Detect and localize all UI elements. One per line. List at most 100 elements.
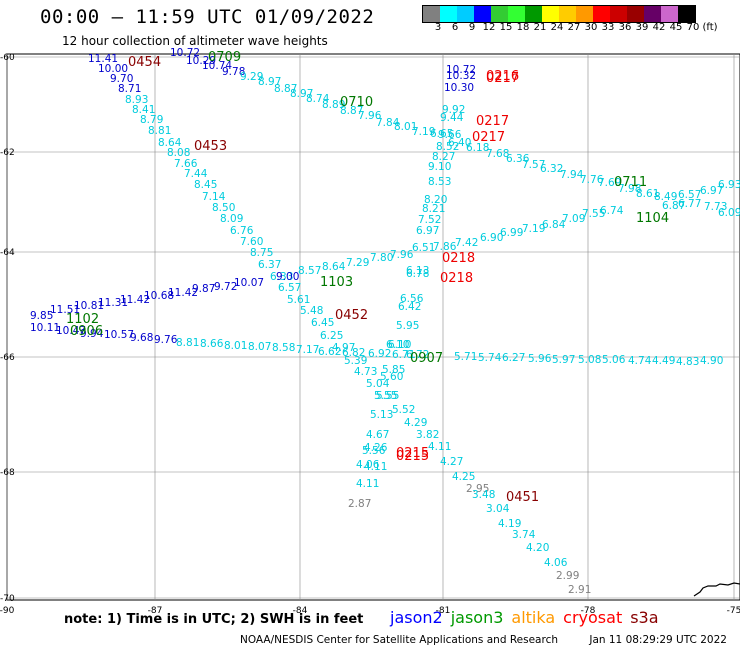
wave-height-value: 9.68: [130, 332, 153, 344]
latitude-tick-label: -64: [0, 248, 15, 258]
wave-height-value: 4.83: [676, 356, 699, 368]
longitude-tick-label: -90: [0, 606, 15, 616]
page-title: 00:00 — 11:59 UTC 01/09/2022: [40, 6, 375, 28]
wave-height-value: 4.29: [404, 417, 427, 429]
wave-height-value: 8.97: [258, 76, 281, 88]
wave-height-value: 11.31: [98, 297, 128, 309]
map-border: [6, 53, 740, 601]
wave-height-value: 11.42: [120, 294, 150, 306]
wave-height-value: 7.66: [174, 158, 198, 170]
wave-height-value: 8.64: [158, 137, 182, 149]
wave-height-value: 7.19: [412, 126, 435, 138]
wave-height-value: 6.51: [412, 242, 435, 254]
pass-time-label: 0709: [208, 50, 241, 65]
wave-height-value: 6.40: [448, 137, 471, 149]
wave-height-value: 8.21: [422, 203, 445, 215]
legend-label: 70: [686, 22, 700, 33]
satellite-jason2: jason2: [390, 608, 443, 627]
legend-label: 21: [533, 22, 547, 33]
page-subtitle: 12 hour collection of altimeter wave hei…: [62, 34, 328, 48]
wave-height-value: 8.57: [298, 265, 321, 277]
pass-time-label: 0218: [442, 251, 475, 266]
wave-height-value: 8.49: [654, 191, 677, 203]
latitude-tick-label: -60: [0, 53, 15, 63]
wave-height-value: 6.62: [318, 346, 341, 358]
wave-height-value: 8.74: [306, 93, 330, 105]
wave-height-value: 7.44: [184, 168, 208, 180]
wave-height-value: 2.91: [568, 584, 591, 596]
wave-height-value: 4.19: [498, 518, 521, 530]
legend-label: 36: [618, 22, 632, 33]
wave-height-value: 6.76: [230, 225, 254, 237]
wave-height-value: 9.94: [80, 328, 104, 340]
wave-height-value: 4.25: [452, 471, 475, 483]
wave-height-value: 7.69: [598, 177, 621, 189]
wave-height-value: 6.13: [406, 265, 429, 277]
wave-height-value: 7.98: [618, 183, 641, 195]
wave-height-value: 6.09: [718, 207, 740, 219]
wave-height-value: 2.95: [466, 483, 489, 495]
wave-height-value: 4.20: [526, 542, 549, 554]
wave-height-value: 10.57: [104, 329, 134, 341]
wave-height-value: 8.58: [272, 342, 295, 354]
legend-swatch: [508, 6, 525, 22]
wave-height-value: 7.96: [390, 249, 414, 261]
latitude-tick-label: -70: [0, 594, 15, 604]
wave-height-value: 6.57: [278, 282, 301, 294]
wave-height-value: 9.87: [192, 283, 215, 295]
wave-height-value: 5.06: [602, 354, 626, 366]
generated-timestamp: Jan 11 08:29:29 UTC 2022: [589, 634, 727, 646]
wave-height-value: 4.11: [364, 461, 387, 473]
wave-height-value: 6.42: [398, 301, 421, 313]
wave-height-value: 9.92: [442, 104, 465, 116]
wave-height-value: 7.42: [455, 237, 478, 249]
pass-time-label: 0907: [410, 351, 443, 366]
wave-height-value: 6.10: [388, 339, 411, 351]
longitude-tick-label: -78: [581, 606, 596, 616]
wave-height-value: 8.09: [220, 213, 243, 225]
pass-time-label: 0453: [194, 139, 227, 154]
legend-label: 3: [434, 22, 442, 33]
wave-height-value: 7.94: [560, 169, 584, 181]
legend-swatch: [610, 6, 627, 22]
wave-height-value: 8.20: [424, 194, 447, 206]
wave-height-value: 5.13: [370, 409, 393, 421]
legend-swatch: [491, 6, 508, 22]
wave-height-value: 5.96: [528, 353, 552, 365]
pass-time-label: 1102: [66, 312, 99, 327]
latitude-tick-label: -68: [0, 468, 15, 478]
wave-height-value: 10.32: [446, 70, 476, 82]
wave-height-value: 6.27: [502, 352, 525, 364]
pass-time-label: 0906: [70, 324, 103, 339]
wave-height-value: 9.10: [428, 161, 451, 173]
wave-height-value: 6.65: [430, 128, 453, 140]
legend-label: 15: [499, 22, 513, 33]
wave-height-value: 7.19: [522, 223, 545, 235]
wave-height-value: 5.60: [380, 371, 403, 383]
units-note: note: 1) Time is in UTC; 2) SWH is in fe…: [64, 612, 364, 627]
wave-height-value: 9.00: [276, 271, 299, 283]
legend-swatch: [474, 6, 491, 22]
wave-height-value: 3.48: [472, 489, 495, 501]
wave-height-value: 10.00: [98, 63, 128, 75]
wave-height-value: 7.73: [704, 201, 727, 213]
wave-height-value: 6.56: [400, 293, 424, 305]
satellite-legend: jason2 jason3 altika cryosat s3a: [390, 608, 667, 627]
legend-swatch: [593, 6, 610, 22]
wave-height-value: 8.75: [250, 247, 273, 259]
wave-height-value: 6.32: [540, 163, 563, 175]
pass-time-label: 1104: [636, 211, 669, 226]
wave-height-value: 5.85: [382, 364, 405, 376]
wave-height-value: 8.53: [428, 176, 451, 188]
wave-height-value: 8.71: [118, 83, 141, 95]
credit-line: NOAA/NESDIS Center for Satellite Applica…: [240, 634, 727, 646]
wave-height-value: 8.79: [140, 114, 163, 126]
legend-swatch: [440, 6, 457, 22]
wave-height-value: 6.74: [600, 205, 624, 217]
wave-height-value: 8.81: [148, 125, 171, 137]
wave-height-value: 8.97: [290, 88, 313, 100]
wave-height-value: 6.97: [416, 225, 439, 237]
pass-time-label: 0710: [340, 95, 373, 110]
pass-time-label: 0217: [486, 71, 519, 86]
wave-height-value: 8.07: [248, 341, 271, 353]
